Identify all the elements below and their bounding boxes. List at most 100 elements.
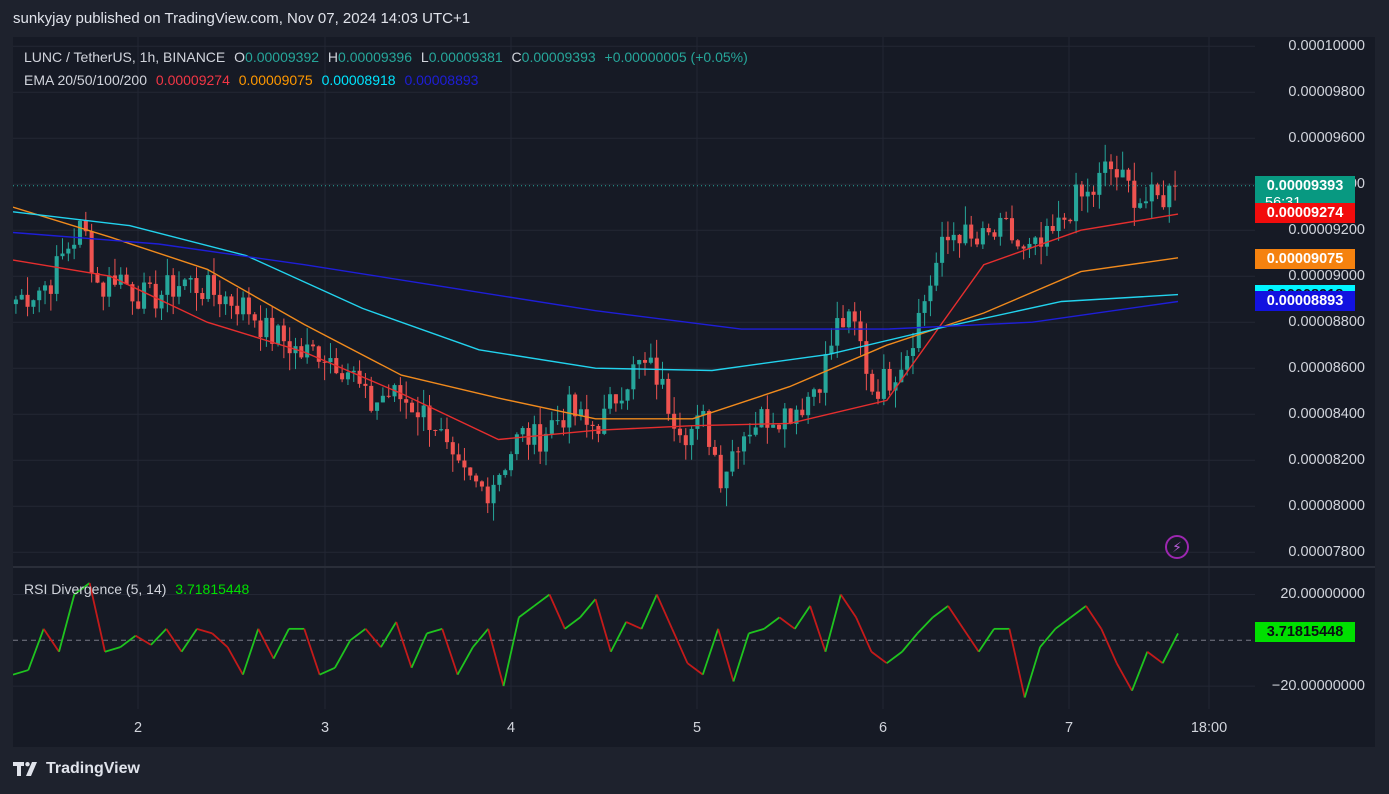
- candle-body: [654, 357, 659, 385]
- candle-body: [887, 369, 892, 391]
- candle-body: [450, 442, 455, 455]
- candle-body: [776, 424, 782, 430]
- rsi-segment: [380, 621, 397, 648]
- rsi-segment: [349, 628, 367, 642]
- candle-body: [951, 234, 956, 241]
- lightning-icon[interactable]: ⚡: [1165, 535, 1189, 559]
- rsi-segment: [456, 646, 474, 676]
- candle-body: [503, 470, 508, 475]
- candle-body: [602, 408, 607, 434]
- rsi-segment: [196, 627, 213, 635]
- ema50-value: 0.00009075: [238, 72, 313, 88]
- ema200-line: [13, 231, 1179, 330]
- rsi-segment: [763, 616, 780, 630]
- candle-body: [689, 428, 694, 446]
- ema-title[interactable]: EMA 20/50/100/200: [24, 72, 147, 88]
- candle-body: [910, 348, 916, 356]
- rsi-segment: [165, 628, 183, 653]
- candle-body: [31, 300, 36, 307]
- candle-body: [1149, 184, 1154, 202]
- candle-body: [905, 355, 910, 370]
- time-axis-label: 5: [692, 720, 702, 736]
- time-axis-label: 2: [133, 720, 143, 736]
- price-axis-label: 0.00009800: [1288, 84, 1365, 101]
- price-axis-label: 0.00008200: [1288, 452, 1365, 469]
- candle-body: [806, 396, 811, 416]
- candle-body: [1021, 246, 1026, 249]
- chart-canvas[interactable]: [13, 37, 1375, 747]
- rsi-segment: [778, 616, 796, 630]
- candle-body: [788, 408, 793, 424]
- rsi-segment: [840, 593, 857, 618]
- rsi-segment: [104, 646, 121, 653]
- candle-body: [118, 274, 123, 285]
- candle-body: [846, 311, 851, 328]
- candle-body: [934, 262, 939, 286]
- candle-body: [223, 296, 228, 305]
- ema50-price-tag: 0.00009075: [1255, 248, 1355, 269]
- candle-body: [1120, 169, 1125, 178]
- rsi-segment: [655, 594, 673, 630]
- candle-body: [736, 451, 741, 453]
- candle-body: [701, 411, 706, 416]
- candle-body: [421, 405, 426, 418]
- rsi-segment: [441, 628, 459, 675]
- candle-body: [1085, 191, 1090, 197]
- ema20-price-tag: 0.00009274: [1255, 203, 1355, 224]
- time-axis-label: 4: [506, 720, 516, 736]
- rsi-segment: [962, 628, 980, 653]
- candle-body: [1091, 191, 1096, 195]
- candle-body: [491, 484, 496, 504]
- tradingview-logo[interactable]: TradingView: [13, 760, 140, 778]
- candle-body: [771, 424, 776, 428]
- candle-body: [672, 413, 677, 429]
- price-axis-label: 0.00010000: [1288, 38, 1365, 55]
- candle-body: [1097, 172, 1102, 195]
- symbol-title[interactable]: LUNC / TetherUS, 1h, BINANCE: [24, 49, 226, 65]
- change-value: +0.00000005 (+0.05%): [604, 49, 748, 65]
- rsi-segment: [426, 627, 443, 635]
- rsi-segment: [1054, 616, 1072, 630]
- chart-panel[interactable]: LUNC / TetherUS, 1h, BINANCE O0.00009392…: [13, 37, 1375, 747]
- candle-body: [409, 402, 415, 413]
- rsi-segment: [548, 594, 566, 630]
- candle-body: [340, 373, 345, 380]
- rsi-segment: [395, 621, 413, 669]
- footer-brand: TradingView: [46, 760, 140, 777]
- candle-body: [235, 305, 240, 315]
- symbol-legend[interactable]: LUNC / TetherUS, 1h, BINANCE O0.00009392…: [24, 49, 753, 65]
- candle-body: [637, 359, 642, 365]
- rsi-segment: [257, 628, 275, 660]
- candle-body: [1143, 201, 1149, 204]
- candle-body: [456, 454, 461, 461]
- rsi-segment: [855, 617, 873, 653]
- candle-body: [241, 297, 246, 315]
- time-axis-label: 18:00: [1190, 720, 1228, 736]
- rsi-legend[interactable]: RSI Divergence (5, 14) 3.71815448: [24, 581, 254, 597]
- last-price-value: 0.00009393: [1266, 177, 1344, 194]
- candle-body: [747, 434, 752, 437]
- candle-body: [427, 405, 432, 430]
- candle-body: [316, 346, 321, 362]
- rsi-segment: [625, 621, 642, 630]
- candle-body: [940, 236, 945, 263]
- candle-body: [543, 433, 549, 452]
- candle-body: [998, 217, 1003, 237]
- candle-body: [835, 318, 840, 346]
- candle-body: [1039, 237, 1044, 247]
- candle-body: [153, 283, 158, 309]
- candle-body: [474, 475, 479, 482]
- candle-body: [310, 344, 316, 347]
- rsi-title[interactable]: RSI Divergence (5, 14): [24, 581, 167, 597]
- candle-body: [625, 389, 630, 401]
- ema-legend[interactable]: EMA 20/50/100/200 0.00009274 0.00009075 …: [24, 72, 483, 88]
- candle-body: [782, 408, 787, 430]
- candle-body: [404, 399, 409, 403]
- price-axis[interactable]: 0.000100000.000098000.000096000.00009400…: [1255, 37, 1375, 566]
- candle-body: [829, 345, 834, 355]
- rsi-segment: [870, 651, 888, 664]
- rsi-segment: [794, 605, 811, 630]
- candle-body: [1079, 184, 1084, 197]
- rsi-segment: [977, 628, 995, 653]
- candle-body: [724, 471, 729, 489]
